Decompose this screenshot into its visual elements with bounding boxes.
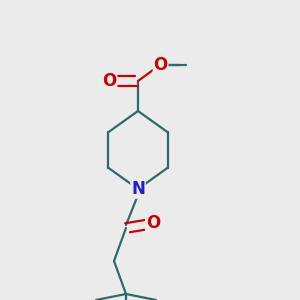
Text: O: O xyxy=(102,72,117,90)
Text: O: O xyxy=(146,214,160,232)
Text: O: O xyxy=(153,56,168,74)
Text: N: N xyxy=(131,180,145,198)
